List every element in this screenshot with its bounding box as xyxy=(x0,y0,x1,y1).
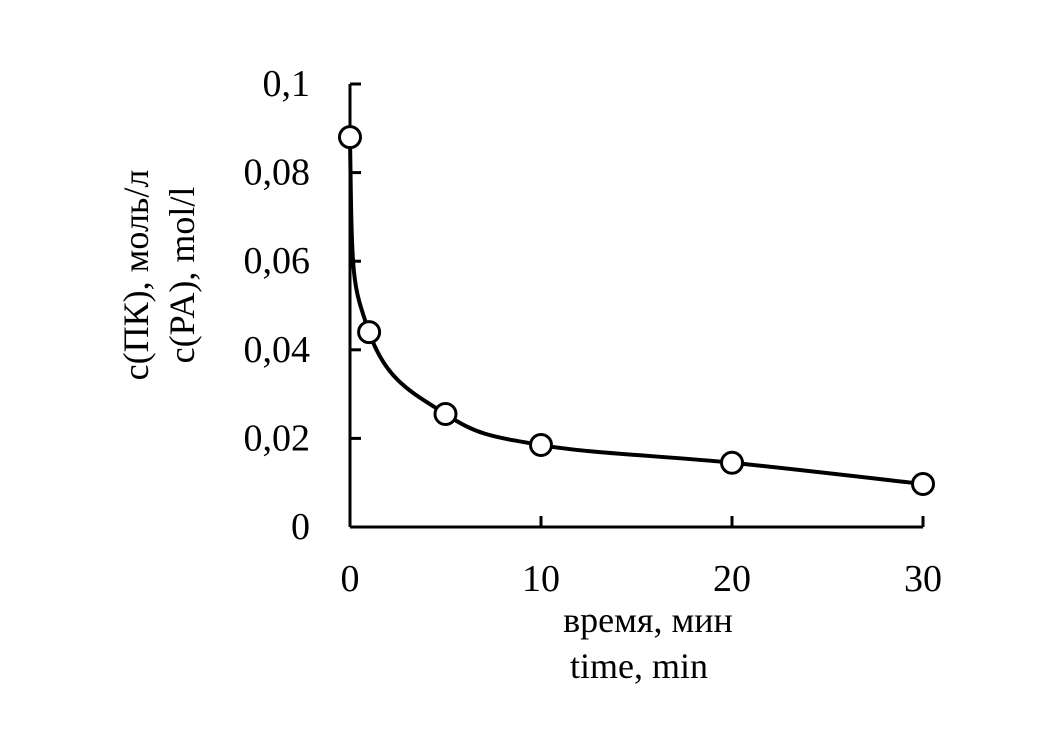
y-tick-label: 0,04 xyxy=(244,329,311,371)
x-ticks: 0 10 20 30 xyxy=(341,516,942,600)
y-tick-label: 0,08 xyxy=(244,152,311,194)
x-tick-label: 30 xyxy=(904,558,942,600)
y-axis-label-russian: с(ПК), моль/л xyxy=(116,170,156,381)
data-point xyxy=(357,320,382,345)
data-point xyxy=(433,402,458,427)
data-point xyxy=(529,433,553,458)
x-axis-label-english: time, min xyxy=(570,646,708,686)
x-tick-label: 0 xyxy=(341,558,360,600)
x-axis-label-russian: время, мин xyxy=(563,600,733,640)
y-ticks: 0 0,02 0,04 0,06 0,08 0,1 xyxy=(244,63,361,548)
x-tick-label: 20 xyxy=(713,558,751,600)
series-line xyxy=(348,137,924,487)
series-layer xyxy=(338,125,935,497)
axes xyxy=(348,84,923,529)
y-tick-label: 0,02 xyxy=(244,417,311,459)
data-point xyxy=(720,450,744,475)
y-tick-label: 0,06 xyxy=(244,240,311,282)
y-tick-label: 0,1 xyxy=(263,63,311,105)
data-point xyxy=(338,125,362,150)
x-tick-label: 10 xyxy=(522,558,560,600)
y-axis-label-english: c(PA), mol/l xyxy=(162,187,202,364)
data-point xyxy=(911,472,935,497)
y-tick-label: 0 xyxy=(291,506,310,548)
